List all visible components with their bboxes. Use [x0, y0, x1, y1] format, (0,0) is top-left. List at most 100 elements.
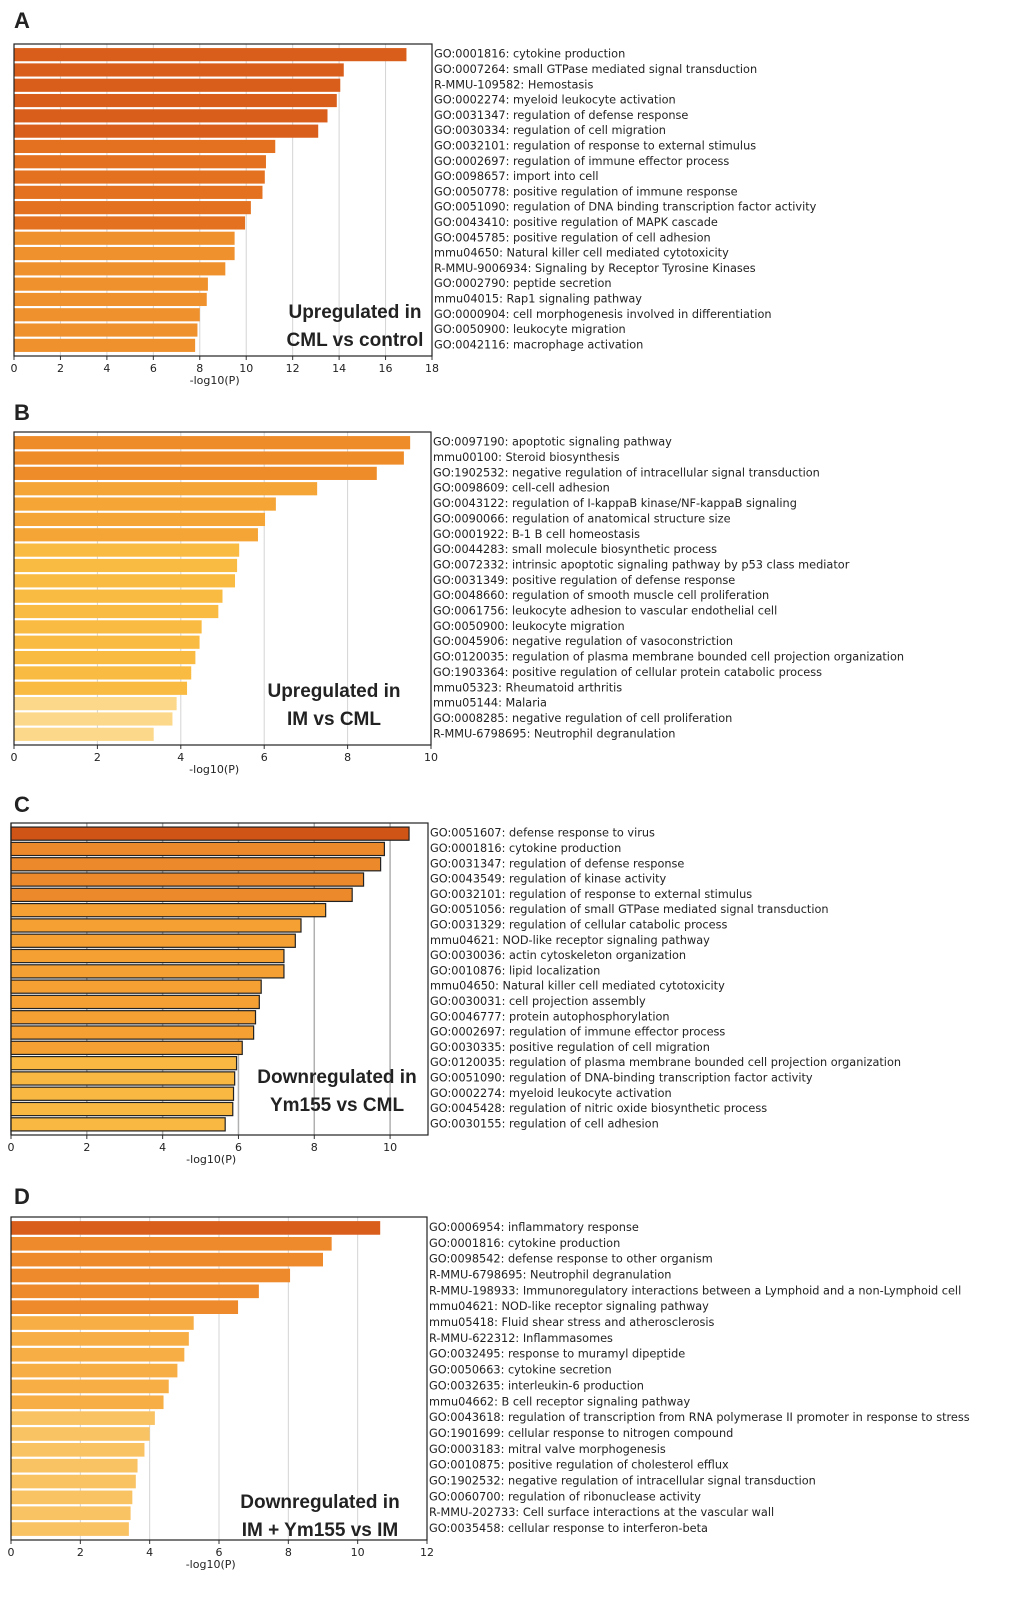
bar — [14, 48, 407, 62]
x-tick-label: 2 — [77, 1546, 84, 1559]
category-label: mmu04650: Natural killer cell mediated c… — [434, 247, 729, 260]
bar — [14, 512, 266, 527]
bar — [14, 635, 200, 649]
category-label: mmu04650: Natural killer cell mediated c… — [430, 980, 725, 993]
category-label: GO:0030335: positive regulation of cell … — [430, 1041, 710, 1054]
bar — [10, 1010, 257, 1025]
category-label: GO:0002697: regulation of immune effecto… — [434, 155, 729, 168]
category-label: GO:0001816: cytokine production — [434, 48, 625, 61]
bar — [10, 826, 410, 841]
bar — [14, 528, 258, 542]
bar — [14, 185, 263, 199]
x-tick-label: 2 — [94, 751, 101, 764]
category-label: GO:0045785: positive regulation of cell … — [434, 231, 711, 244]
bar — [14, 697, 177, 711]
category-label: mmu05144: Malaria — [433, 697, 547, 710]
category-label: GO:0097190: apoptotic signaling pathway — [433, 436, 672, 449]
bar — [10, 1040, 243, 1056]
category-label: GO:0032635: interleukin-6 production — [429, 1379, 644, 1392]
x-axis-label: -log10(P) — [190, 374, 240, 387]
bar — [14, 155, 266, 169]
bar — [11, 1236, 332, 1251]
bar — [14, 201, 251, 215]
x-tick-label: 18 — [425, 362, 439, 375]
annotation: CML vs control — [287, 330, 424, 351]
category-label: GO:0032495: response to muramyl dipeptid… — [429, 1348, 685, 1361]
x-tick-label: 2 — [57, 362, 64, 375]
category-label: R-MMU-202733: Cell surface interactions … — [429, 1506, 774, 1519]
bar — [14, 231, 235, 245]
category-label: GO:0043122: regulation of I-kappaB kinas… — [433, 497, 797, 510]
bar — [14, 63, 344, 77]
x-tick-label: 10 — [383, 1141, 397, 1154]
annotation: IM + Ym155 vs IM — [242, 1520, 398, 1541]
bar — [14, 139, 276, 154]
category-label: GO:0001816: cytokine production — [429, 1237, 620, 1250]
annotation: Upregulated in — [288, 302, 421, 323]
category-label: GO:0002697: regulation of immune effecto… — [430, 1026, 725, 1039]
x-tick-label: 2 — [83, 1141, 90, 1154]
bar — [14, 482, 318, 496]
panel-letter: D — [14, 1184, 30, 1209]
category-label: GO:0050900: leukocyte migration — [434, 323, 626, 336]
bar — [11, 1506, 131, 1521]
category-label: mmu04621: NOD-like receptor signaling pa… — [430, 934, 710, 947]
category-label: GO:0043618: regulation of transcription … — [429, 1411, 970, 1424]
bar — [10, 857, 382, 872]
bar — [14, 323, 198, 337]
category-label: GO:0032101: regulation of response to ex… — [434, 139, 756, 152]
bar — [10, 1071, 236, 1086]
category-label: GO:0002274: myeloid leukocyte activation — [430, 1087, 672, 1100]
bar — [11, 1411, 155, 1425]
category-label: GO:0098657: import into cell — [434, 170, 599, 183]
plot-frame — [10, 822, 429, 1136]
category-label: GO:0046777: protein autophosphorylation — [430, 1010, 670, 1023]
bar — [11, 1300, 239, 1314]
bar — [11, 1284, 259, 1299]
category-label: GO:0010875: positive regulation of chole… — [429, 1459, 729, 1472]
category-label: GO:0031349: positive regulation of defen… — [433, 574, 735, 587]
category-label: mmu04662: B cell receptor signaling path… — [429, 1395, 690, 1408]
category-label: GO:1903364: positive regulation of cellu… — [433, 666, 822, 679]
plot-frame — [13, 43, 433, 357]
bar — [14, 78, 341, 92]
category-label: GO:0090066: regulation of anatomical str… — [433, 512, 731, 525]
bar — [14, 292, 207, 307]
bar — [14, 712, 173, 726]
bar — [14, 338, 196, 352]
bar — [10, 1025, 255, 1040]
bar — [14, 543, 240, 557]
bar — [11, 1443, 145, 1457]
category-label: GO:0031347: regulation of defense respon… — [434, 109, 688, 122]
bar — [14, 277, 208, 291]
category-label: GO:0000904: cell morphogenesis involved … — [434, 308, 772, 321]
category-label: GO:1901699: cellular response to nitroge… — [429, 1427, 733, 1440]
panel-letter: A — [14, 8, 30, 33]
category-label: mmu04621: NOD-like receptor signaling pa… — [429, 1300, 709, 1313]
bar — [10, 1086, 235, 1101]
category-label: GO:0043410: positive regulation of MAPK … — [434, 216, 718, 229]
category-label: mmu00100: Steroid biosynthesis — [433, 451, 620, 464]
x-tick-label: 4 — [146, 1546, 153, 1559]
x-tick-label: 4 — [177, 751, 184, 764]
bar — [10, 841, 386, 857]
x-tick-label: 8 — [285, 1546, 292, 1559]
category-label: GO:0030334: regulation of cell migration — [434, 124, 666, 137]
bar — [14, 727, 154, 741]
x-tick-label: 6 — [235, 1141, 242, 1154]
bar — [11, 1474, 136, 1489]
x-tick-label: 8 — [196, 362, 203, 375]
panel-letter: C — [14, 792, 30, 817]
bar — [10, 872, 365, 887]
category-label: GO:0031347: regulation of defense respon… — [430, 857, 684, 870]
bar — [11, 1268, 291, 1283]
plot-frame — [13, 431, 432, 746]
bar — [10, 994, 260, 1010]
x-tick-label: 14 — [332, 362, 346, 375]
category-label: GO:0051090: regulation of DNA binding tr… — [434, 201, 817, 214]
category-label: GO:0043549: regulation of kinase activit… — [430, 873, 667, 886]
x-tick-label: 10 — [239, 362, 253, 375]
x-tick-label: 6 — [216, 1546, 223, 1559]
bar — [10, 1117, 226, 1132]
